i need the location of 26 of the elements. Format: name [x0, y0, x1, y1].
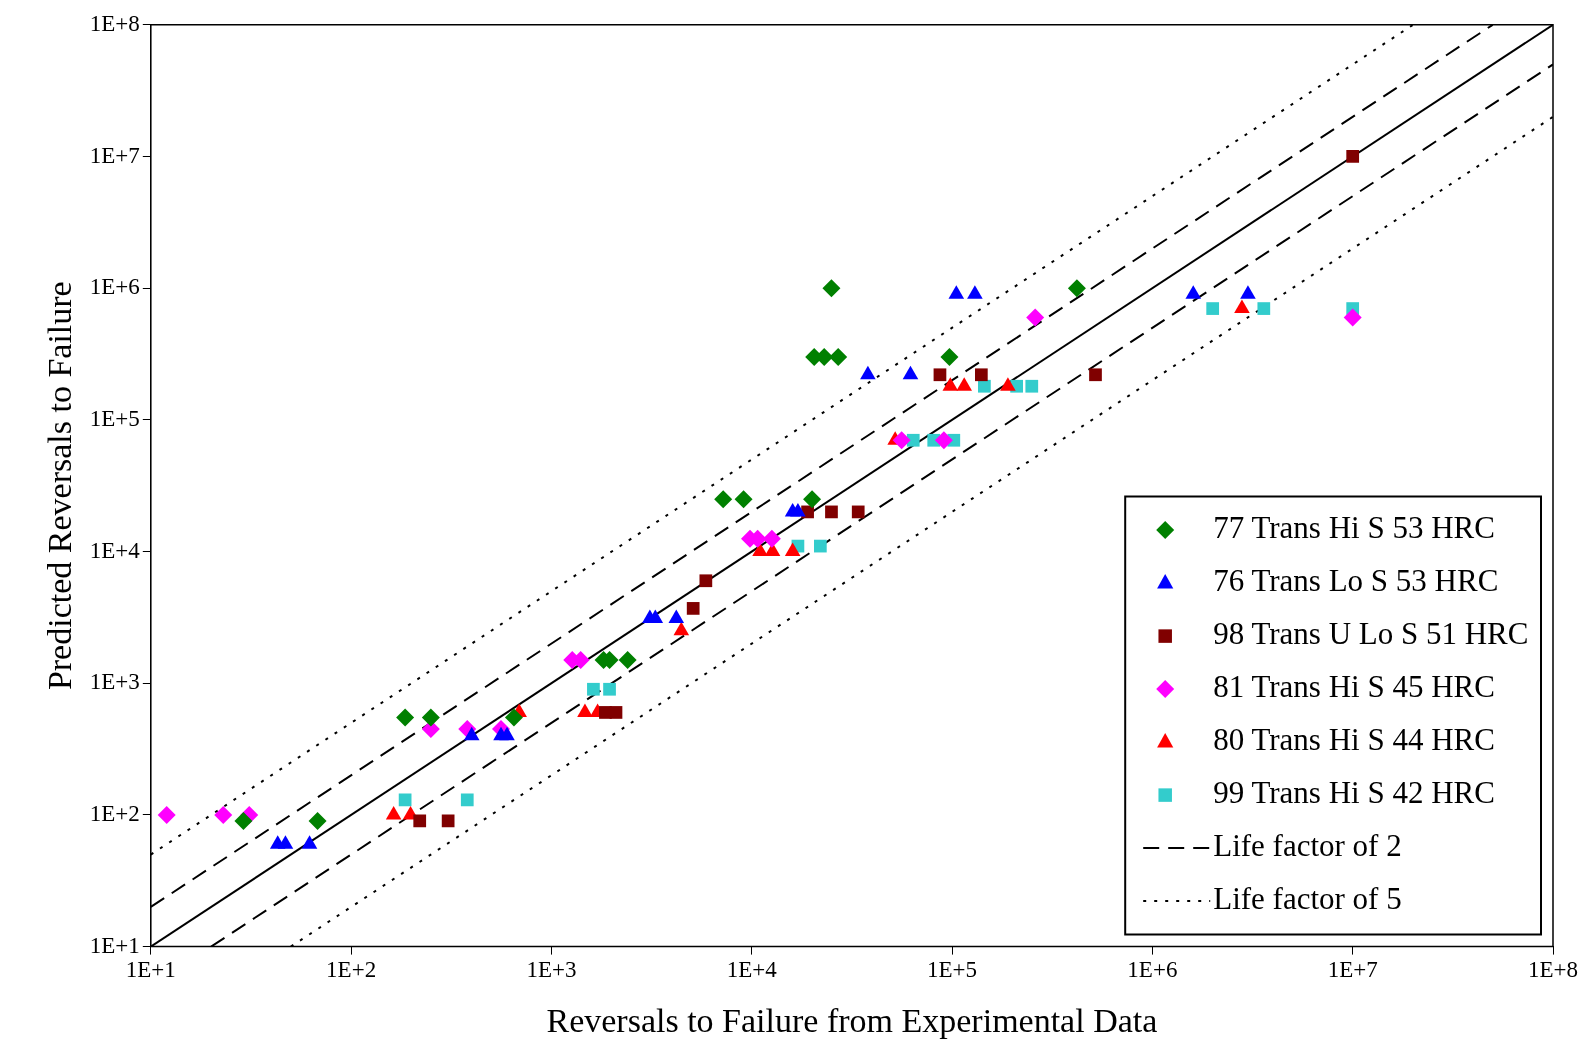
x-tick-label: 1E+3: [526, 957, 577, 983]
x-tick-label: 1E+1: [125, 957, 176, 983]
y-axis-title: Predicted Reversals to Failure: [41, 281, 79, 691]
legend-label: 99 Trans Hi S 42 HRC: [1213, 775, 1495, 811]
legend-label: 76 Trans Lo S 53 HRC: [1213, 563, 1499, 599]
y-tick-label: 1E+3: [89, 669, 140, 695]
x-tick-label: 1E+5: [927, 957, 978, 983]
x-tick-label: 1E+7: [1327, 957, 1378, 983]
x-tick-label: 1E+6: [1127, 957, 1178, 983]
legend-label: 80 Trans Hi S 44 HRC: [1213, 722, 1495, 758]
y-tick-label: 1E+8: [89, 10, 140, 36]
legend-label: 98 Trans U Lo S 51 HRC: [1213, 616, 1529, 652]
y-tick-label: 1E+6: [89, 274, 140, 300]
y-tick-label: 1E+4: [89, 537, 141, 563]
legend-label: 81 Trans Hi S 45 HRC: [1213, 669, 1495, 705]
x-tick-label: 1E+4: [726, 957, 778, 983]
y-tick-label: 1E+5: [89, 405, 140, 431]
legend-label: Life factor of 5: [1213, 881, 1402, 917]
legend-label: Life factor of 2: [1213, 828, 1402, 864]
y-tick-label: 1E+2: [89, 800, 140, 826]
x-tick-label: 1E+8: [1527, 957, 1579, 983]
x-tick-label: 1E+2: [326, 957, 377, 983]
y-tick-label: 1E+7: [89, 142, 140, 168]
y-tick-label: 1E+1: [89, 932, 140, 958]
legend-label: 77 Trans Hi S 53 HRC: [1213, 510, 1495, 546]
x-axis-title: Reversals to Failure from Experimental Data: [546, 1001, 1158, 1039]
